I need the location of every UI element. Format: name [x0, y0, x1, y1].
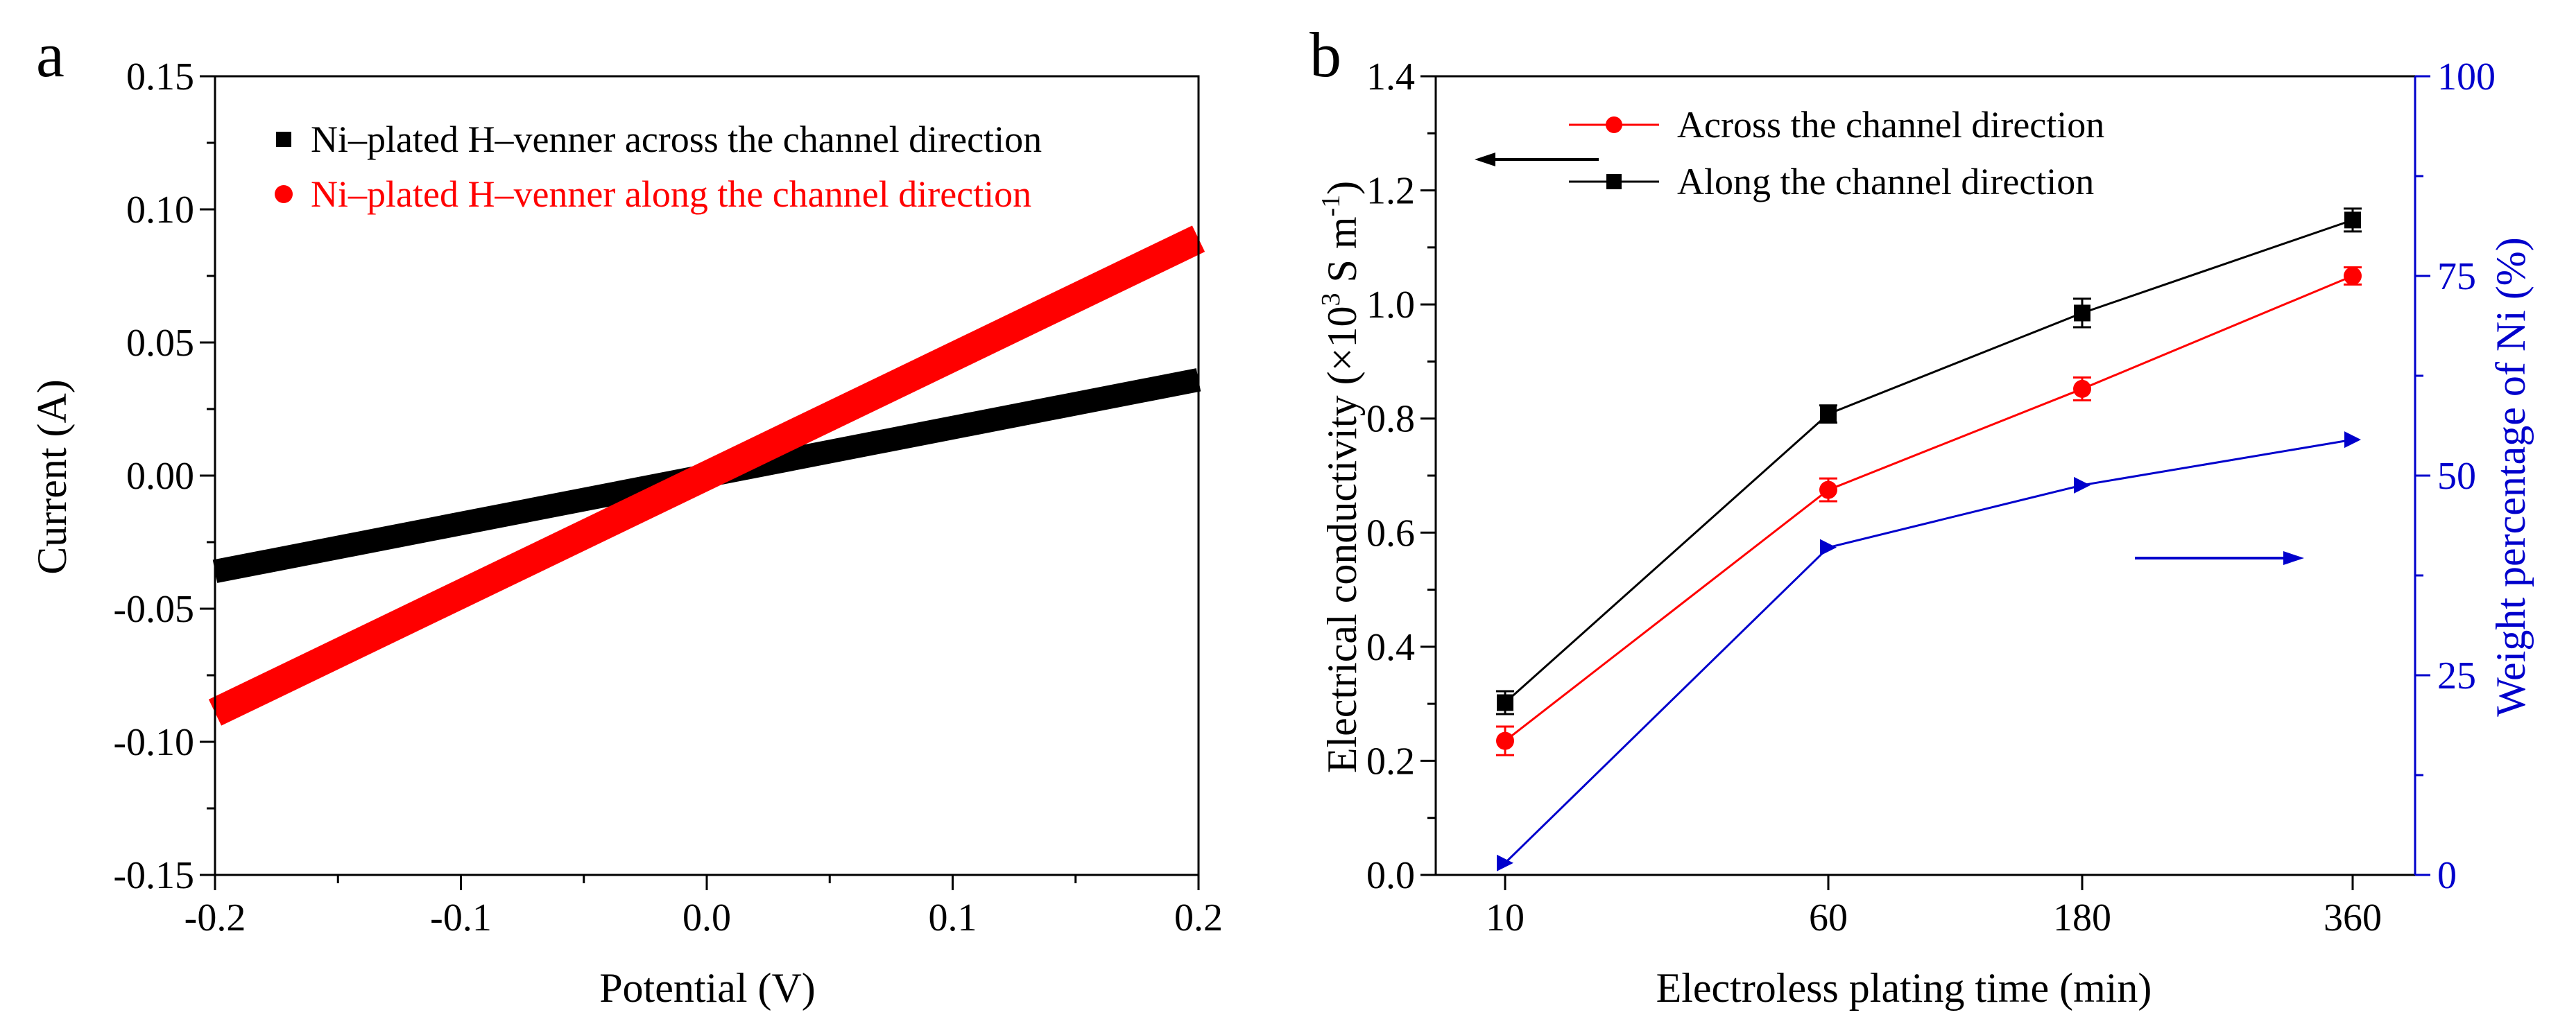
y-tick-label: 0.2 — [1366, 740, 1415, 783]
x-tick-label: 0.1 — [929, 896, 977, 939]
y-tick-label: -0.15 — [113, 854, 194, 897]
y-tick-label: 1.4 — [1366, 55, 1415, 98]
legend-label-along: Along the channel direction — [1677, 161, 2094, 202]
data-point-across — [2344, 267, 2362, 285]
y2-tick-label: 25 — [2437, 654, 2476, 697]
panel-a: a -0.2 -0.1 0.0 0.1 0.2 -0.15 -0.10 -0.05 0.00 0.… — [29, 19, 1223, 1011]
panel-b-label: b — [1310, 19, 1341, 90]
data-point-across — [1496, 731, 1514, 750]
series-line-ni-weight — [1504, 438, 2353, 864]
panel-b-y2-axis-title: Weight percentage of Ni (%) — [2488, 237, 2534, 717]
panel-a-y-axis-title: Current (A) — [29, 379, 75, 575]
x-tick-label: 10 — [1486, 896, 1525, 939]
x-tick-label: -0.2 — [184, 896, 246, 939]
y-tick-label: 0.8 — [1366, 398, 1415, 441]
legend-label-along: Ni–plated H–venner along the channel dir… — [311, 173, 1031, 215]
data-point-across — [1819, 480, 1837, 499]
y-tick-label: 0.6 — [1366, 512, 1415, 555]
y-tick-label: 0.0 — [1366, 854, 1415, 897]
series-line-along — [208, 225, 1205, 726]
x-tick-label: -0.1 — [430, 896, 492, 939]
panel-b-plot-area — [1496, 207, 2362, 871]
panel-b: b 10 60 180 360 0.0 0.2 0.4 0.6 0.8 1.0 1.2 1.4 0 25 5… — [1310, 19, 2534, 1011]
data-point-ni-weight — [2344, 431, 2361, 449]
panel-a-label: a — [36, 19, 65, 90]
data-point-across — [2073, 379, 2091, 398]
panel-a-plot-area — [208, 225, 1205, 726]
data-point-along — [2344, 211, 2361, 229]
panel-a-x-axis-title: Potential (V) — [599, 965, 816, 1011]
left-axis-arrow-head — [1475, 153, 1495, 166]
series-line-across — [1504, 275, 2353, 742]
y2-tick-label: 50 — [2437, 455, 2476, 498]
data-point-along — [2074, 304, 2090, 322]
legend-label-across: Across the channel direction — [1677, 104, 2104, 146]
y-tick-label: 1.2 — [1366, 170, 1415, 213]
y-tick-label: 0.00 — [126, 455, 194, 498]
x-tick-label: 180 — [2053, 896, 2111, 939]
y-tick-label: 0.10 — [126, 189, 194, 232]
y2-tick-label: 100 — [2437, 55, 2496, 98]
legend-label-across: Ni–plated H–venner across the channel di… — [311, 119, 1042, 160]
y2-tick-label: 0 — [2437, 854, 2457, 897]
y-tick-label: 1.0 — [1366, 284, 1415, 327]
data-point-ni-weight — [1497, 854, 1513, 871]
y2-tick-label: 75 — [2437, 255, 2476, 298]
x-tick-label: 360 — [2324, 896, 2382, 939]
data-point-along — [1497, 694, 1513, 711]
panel-a-axes: -0.2 -0.1 0.0 0.1 0.2 -0.15 -0.10 -0.05 0.00 0.05… — [113, 55, 1223, 939]
y-tick-label: 0.15 — [126, 55, 194, 98]
x-tick-label: 0.0 — [682, 896, 731, 939]
legend-marker-across — [1606, 116, 1622, 133]
panel-a-legend: Ni–plated H–venner across the channel di… — [275, 119, 1042, 215]
legend-marker-along — [275, 185, 293, 203]
y-tick-label: 0.05 — [126, 322, 194, 365]
panel-b-x-axis-title: Electroless plating time (min) — [1656, 965, 2152, 1011]
data-point-ni-weight — [2074, 476, 2090, 494]
data-point-along — [1820, 406, 1837, 423]
legend-marker-along — [1606, 174, 1622, 189]
y-tick-label: -0.10 — [113, 721, 194, 764]
x-tick-label: 60 — [1809, 896, 1848, 939]
y-tick-label: 0.4 — [1366, 626, 1415, 669]
panel-b-axes: 10 60 180 360 0.0 0.2 0.4 0.6 0.8 1.0 1.2 1.4 0 25 50 7… — [1366, 55, 2496, 939]
series-line-along — [1504, 218, 2353, 704]
panel-b-annotations — [1475, 153, 2304, 565]
y-tick-label: -0.05 — [113, 588, 194, 631]
panel-b-y-axis-title: Electrical conductivity (×103 S m-1) — [1316, 181, 1365, 773]
panel-b-legend: Across the channel direction Along the ch… — [1569, 104, 2104, 202]
x-tick-label: 0.2 — [1174, 896, 1223, 939]
legend-marker-across — [276, 132, 291, 147]
right-axis-arrow-head — [2283, 551, 2304, 565]
data-point-ni-weight — [1820, 539, 1837, 556]
